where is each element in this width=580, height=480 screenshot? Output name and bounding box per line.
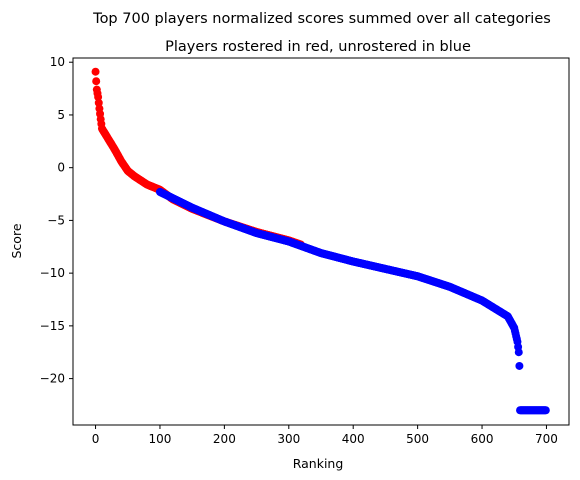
- y-tick-label: 10: [50, 55, 65, 69]
- data-point: [515, 361, 524, 370]
- x-tick-label: 200: [213, 432, 236, 446]
- series-0: [91, 67, 306, 249]
- x-axis: 0 100 200 300 400 500 600 700: [92, 425, 558, 446]
- y-tick-label: −5: [47, 213, 65, 227]
- x-tick-label: 0: [92, 432, 100, 446]
- x-tick-label: 100: [149, 432, 172, 446]
- data-point: [514, 348, 523, 357]
- x-tick-label: 700: [535, 432, 558, 446]
- series-1: [155, 187, 550, 415]
- y-tick-label: −15: [40, 319, 65, 333]
- chart-title: Top 700 players normalized scores summed…: [92, 11, 551, 27]
- x-tick-label: 300: [277, 432, 300, 446]
- data-point: [541, 406, 550, 415]
- x-tick-label: 600: [471, 432, 494, 446]
- chart-subtitle: Players rostered in red, unrostered in b…: [165, 39, 471, 55]
- x-tick-label: 400: [342, 432, 365, 446]
- data-point: [94, 93, 103, 102]
- y-tick-label: 5: [57, 108, 65, 122]
- data-points: [91, 67, 550, 415]
- y-axis-label: Score: [9, 223, 24, 258]
- plot-area: 0 100 200 300 400 500 600 700 10 5 0 −5 −10 −15 −20: [40, 55, 570, 446]
- x-axis-label: Ranking: [293, 456, 344, 471]
- y-tick-label: 0: [57, 161, 65, 175]
- data-point: [94, 98, 103, 107]
- y-axis: 10 5 0 −5 −10 −15 −20: [40, 55, 73, 386]
- y-tick-label: −20: [40, 372, 65, 386]
- data-point: [91, 67, 100, 76]
- y-tick-label: −10: [40, 266, 65, 280]
- plot-frame: [72, 57, 570, 426]
- data-point: [92, 77, 101, 86]
- x-tick-label: 500: [406, 432, 429, 446]
